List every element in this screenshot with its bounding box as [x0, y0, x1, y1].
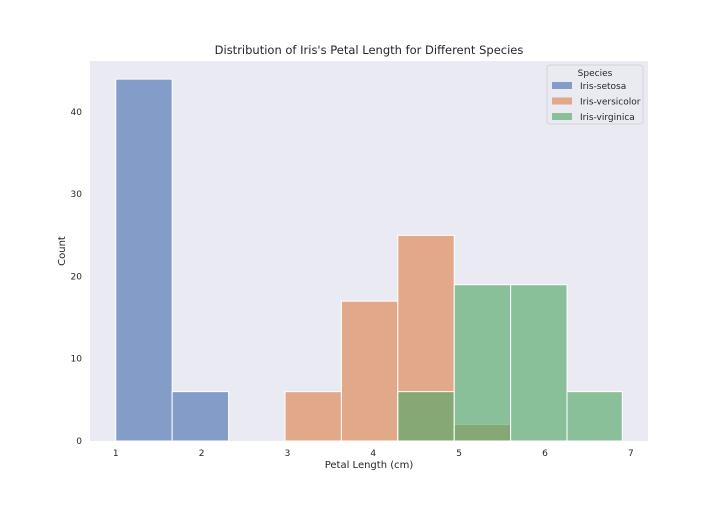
legend-swatch-iris-virginica	[552, 113, 572, 120]
bars-layer	[115, 78, 623, 442]
legend-items: Iris-setosa Iris-versicolor Iris-virginica	[552, 82, 641, 123]
y-tick-label: 40	[71, 108, 83, 118]
bar-iris-virginica-bin-5	[397, 391, 455, 442]
x-tick-label: 6	[542, 449, 548, 459]
y-tick-label: 0	[76, 437, 82, 447]
chart-title: Distribution of Iris's Petal Length for …	[215, 43, 524, 57]
bar-iris-virginica-bin-8	[566, 391, 623, 442]
x-tick-label: 2	[199, 449, 205, 459]
x-tick-label: 4	[370, 449, 376, 459]
legend-frame	[546, 64, 644, 125]
x-tick-label: 7	[628, 449, 634, 459]
bar-iris-versicolor-bin-4	[340, 300, 399, 442]
legend-swatch-iris-versicolor	[552, 97, 572, 105]
x-axis-ticks: 1 2 3 4 5 6 7	[113, 449, 634, 459]
bar-iris-setosa-bin-0	[115, 78, 173, 442]
legend: Species Iris-setosa Iris-versicolor Iris-v…	[546, 64, 644, 125]
y-tick-label: 30	[71, 190, 83, 200]
legend-label-iris-setosa: Iris-setosa	[580, 82, 626, 92]
x-tick-label: 1	[113, 449, 119, 459]
legend-title: Species	[578, 69, 613, 79]
x-axis-label: Petal Length (cm)	[325, 460, 414, 471]
x-tick-label: 3	[285, 449, 291, 459]
legend-swatch-iris-setosa	[552, 82, 572, 89]
x-tick-label: 5	[456, 449, 462, 459]
y-axis-label: Count	[57, 236, 68, 266]
legend-label-iris-versicolor: Iris-versicolor	[580, 98, 641, 108]
bar-iris-virginica-bin-7	[510, 284, 568, 442]
legend-label-iris-virginica: Iris-virginica	[580, 113, 635, 123]
bar-iris-setosa-bin-1	[171, 391, 230, 442]
y-tick-label: 10	[71, 355, 83, 365]
bar-iris-versicolor-bin-3	[284, 391, 342, 442]
y-axis-ticks: 0 10 20 30 40	[71, 108, 83, 447]
y-tick-label: 20	[71, 272, 83, 282]
bar-iris-virginica-bin-6	[453, 284, 512, 442]
